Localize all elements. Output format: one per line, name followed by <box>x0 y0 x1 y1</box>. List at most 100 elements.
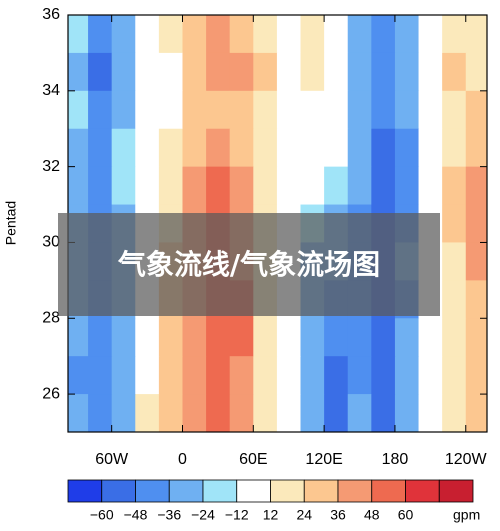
x-tick-label: 0 <box>178 451 187 468</box>
field-cell <box>206 52 231 92</box>
field-cell <box>465 90 487 130</box>
field-cell <box>371 15 396 54</box>
field-cell <box>300 394 325 432</box>
field-cell <box>88 356 113 395</box>
field-cell <box>182 394 207 432</box>
field-cell <box>324 15 349 54</box>
field-cell <box>158 52 183 92</box>
field-cell <box>276 166 302 206</box>
field-cell <box>111 15 136 54</box>
field-cell <box>182 166 207 206</box>
field-cell <box>158 356 183 395</box>
colorbar-label: 36 <box>330 507 346 523</box>
field-cell <box>68 318 89 357</box>
colorbar-box <box>67 479 103 503</box>
colorbar-label: −48 <box>124 507 148 523</box>
field-cell <box>229 166 254 206</box>
field-cell <box>418 128 443 168</box>
overlay-text: 气象流线/气象流场图 <box>117 247 381 281</box>
colorbar-label: −24 <box>191 507 215 523</box>
field-cell <box>465 280 487 319</box>
field-cell <box>135 166 160 206</box>
field-cell <box>276 356 302 395</box>
x-tick-label: 180 <box>382 451 409 468</box>
field-cell <box>324 356 349 395</box>
field-cell <box>394 356 420 395</box>
field-cell <box>418 394 443 432</box>
field-cell <box>182 128 207 168</box>
field-cell <box>418 356 443 395</box>
field-cell <box>111 394 136 432</box>
field-cell <box>442 90 467 130</box>
field-cell <box>324 52 349 92</box>
field-cell <box>442 52 467 92</box>
field-cell <box>135 318 160 357</box>
field-cell <box>182 90 207 130</box>
field-cell <box>347 166 372 206</box>
field-cell <box>347 90 372 130</box>
field-cell <box>253 128 278 168</box>
field-cell <box>68 356 89 395</box>
colorbar-label: 48 <box>364 507 380 523</box>
field-cell <box>229 356 254 395</box>
field-cell <box>347 15 372 54</box>
field-cell <box>394 128 420 168</box>
field-cell <box>206 90 231 130</box>
colorbar-label: −36 <box>157 507 181 523</box>
field-cell <box>371 90 396 130</box>
field-cell <box>182 356 207 395</box>
field-cell <box>442 280 467 319</box>
field-cell <box>135 15 160 54</box>
y-tick-label: 30 <box>42 234 60 251</box>
field-cell <box>206 15 231 54</box>
field-cell <box>135 356 160 395</box>
field-cell <box>182 318 207 357</box>
colorbar-label: −12 <box>225 507 249 523</box>
field-cell <box>418 52 443 92</box>
field-cell <box>371 166 396 206</box>
field-cell <box>182 52 207 92</box>
field-cell <box>111 128 136 168</box>
field-cell <box>300 15 325 54</box>
field-cell <box>253 15 278 54</box>
field-cell <box>394 318 420 357</box>
colorbar-box <box>135 479 170 503</box>
field-cell <box>158 90 183 130</box>
field-cell <box>347 356 372 395</box>
colorbar-label: −60 <box>90 507 114 523</box>
field-cell <box>465 128 487 168</box>
y-tick-label: 34 <box>42 82 60 99</box>
colorbar-label: 24 <box>296 507 312 523</box>
field-cell <box>111 356 136 395</box>
field-cell <box>394 15 420 54</box>
colorbar-box <box>371 479 406 503</box>
field-cell <box>442 356 467 395</box>
field-cell <box>465 166 487 206</box>
field-cell <box>253 318 278 357</box>
field-cell <box>394 394 420 432</box>
colorbar-box <box>438 479 474 503</box>
field-cell <box>68 52 89 92</box>
field-cell <box>276 318 302 357</box>
y-tick-label: 28 <box>42 309 60 326</box>
field-cell <box>347 128 372 168</box>
field-cell <box>111 52 136 92</box>
field-cell <box>300 52 325 92</box>
colorbar-box <box>270 479 305 503</box>
field-cell <box>347 318 372 357</box>
y-axis-label: Pentad <box>3 201 19 245</box>
field-cell <box>229 128 254 168</box>
colorbar-box <box>236 479 271 503</box>
field-cell <box>394 166 420 206</box>
field-cell <box>135 128 160 168</box>
field-cell <box>229 52 254 92</box>
field-cell <box>442 15 467 54</box>
field-cell <box>253 90 278 130</box>
field-cell <box>158 128 183 168</box>
field-cell <box>88 15 113 54</box>
field-cell <box>276 90 302 130</box>
field-cell <box>465 242 487 281</box>
colorbar-unit: gpm <box>453 507 480 523</box>
colorbar-box <box>337 479 373 503</box>
field-cell <box>88 128 113 168</box>
